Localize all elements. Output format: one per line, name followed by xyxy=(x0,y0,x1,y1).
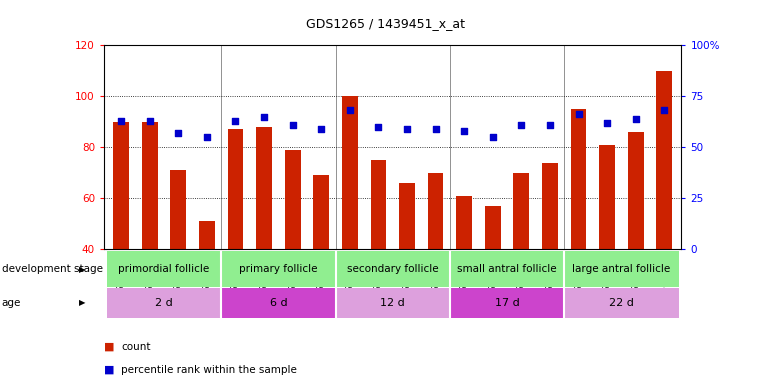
Point xyxy=(229,118,242,124)
Text: primordial follicle: primordial follicle xyxy=(119,264,209,274)
Text: small antral follicle: small antral follicle xyxy=(457,264,557,274)
Text: 17 d: 17 d xyxy=(494,298,520,308)
Point xyxy=(401,126,413,132)
Bar xyxy=(657,70,672,249)
Text: 2 d: 2 d xyxy=(155,298,172,308)
Point xyxy=(372,124,384,130)
Bar xyxy=(450,251,564,287)
Bar xyxy=(107,288,221,318)
Bar xyxy=(336,288,450,318)
Point xyxy=(258,114,270,120)
Point xyxy=(430,126,442,132)
Point xyxy=(315,126,327,132)
Point xyxy=(572,111,584,117)
Point xyxy=(286,122,299,128)
Bar xyxy=(221,251,336,287)
Bar xyxy=(336,251,450,287)
Bar xyxy=(313,175,329,249)
Point xyxy=(201,134,213,140)
Text: percentile rank within the sample: percentile rank within the sample xyxy=(121,365,296,375)
Bar xyxy=(113,122,129,249)
Bar xyxy=(256,127,272,249)
Bar xyxy=(571,109,587,249)
Bar xyxy=(285,150,300,249)
Point xyxy=(143,118,156,124)
Bar xyxy=(399,183,415,249)
Bar xyxy=(599,145,615,249)
Text: ■: ■ xyxy=(104,365,115,375)
Text: GDS1265 / 1439451_x_at: GDS1265 / 1439451_x_at xyxy=(306,17,464,30)
Text: ▶: ▶ xyxy=(79,298,85,307)
Point xyxy=(458,128,470,134)
Bar xyxy=(107,251,221,287)
Text: age: age xyxy=(2,298,21,308)
Bar xyxy=(221,288,336,318)
Bar xyxy=(199,221,215,249)
Bar xyxy=(457,196,472,249)
Bar xyxy=(142,122,158,249)
Point xyxy=(630,116,642,122)
Point xyxy=(172,130,185,136)
Text: 6 d: 6 d xyxy=(270,298,287,308)
Text: secondary follicle: secondary follicle xyxy=(347,264,438,274)
Point xyxy=(115,118,127,124)
Point xyxy=(343,107,356,113)
Text: ■: ■ xyxy=(104,342,115,351)
Bar xyxy=(542,162,557,249)
Bar xyxy=(228,129,243,249)
Text: 22 d: 22 d xyxy=(609,298,634,308)
Bar xyxy=(427,173,444,249)
Text: count: count xyxy=(121,342,150,351)
Text: ▶: ▶ xyxy=(79,265,85,274)
Point xyxy=(601,120,613,126)
Point xyxy=(515,122,527,128)
Bar xyxy=(564,288,678,318)
Bar xyxy=(485,206,501,249)
Bar xyxy=(514,173,529,249)
Text: 12 d: 12 d xyxy=(380,298,405,308)
Point xyxy=(544,122,556,128)
Text: development stage: development stage xyxy=(2,264,102,274)
Point xyxy=(487,134,499,140)
Text: large antral follicle: large antral follicle xyxy=(572,264,671,274)
Text: primary follicle: primary follicle xyxy=(239,264,317,274)
Bar xyxy=(628,132,644,249)
Bar xyxy=(170,170,186,249)
Bar xyxy=(342,96,358,249)
Bar xyxy=(370,160,387,249)
Bar xyxy=(564,251,678,287)
Bar xyxy=(450,288,564,318)
Point xyxy=(658,107,671,113)
